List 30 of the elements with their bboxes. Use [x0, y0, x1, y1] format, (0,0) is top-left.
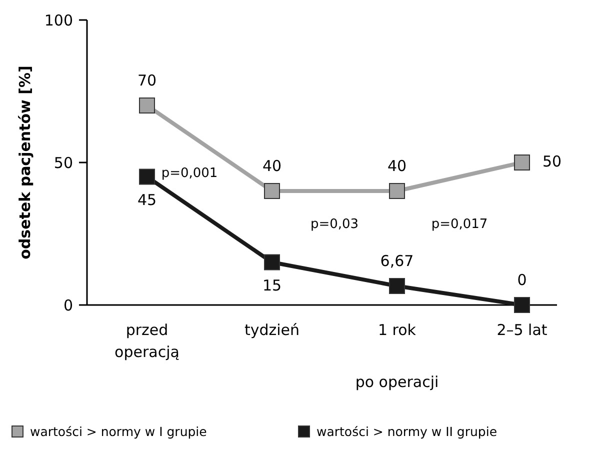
data-label: 40 — [387, 157, 407, 175]
legend-label: wartości > normy w I grupie — [30, 424, 208, 439]
point — [264, 183, 280, 199]
point — [264, 254, 280, 270]
point — [514, 297, 530, 313]
legend-label: wartości > normy w II grupie — [316, 424, 498, 439]
data-label: 0 — [517, 271, 527, 289]
point — [139, 98, 155, 114]
annotation: p=0,017 — [431, 217, 488, 232]
y-tick-label: 0 — [63, 296, 73, 314]
annotation: p=0,03 — [310, 217, 359, 232]
y-tick-label: 50 — [54, 154, 73, 172]
data-label: 15 — [262, 276, 282, 294]
data-label: 50 — [542, 152, 562, 170]
data-label: 6,67 — [380, 252, 414, 270]
data-label: 45 — [137, 190, 157, 209]
x-tick-label: 1 rok — [378, 321, 416, 339]
point — [389, 183, 405, 199]
data-label: 40 — [262, 157, 282, 175]
x-tick-label: przed operacją — [114, 321, 180, 361]
x-tick-label: tydzień — [244, 321, 300, 339]
x-tick-label: 2–5 lat — [496, 321, 548, 339]
point — [139, 168, 155, 185]
point — [389, 278, 405, 294]
x-axis-title: po operacji — [355, 373, 439, 391]
y-tick-label: 100 — [44, 11, 73, 30]
data-label: 70 — [137, 72, 157, 90]
y-axis-title: odsetek pacjentów [%] — [16, 66, 34, 260]
point — [514, 154, 530, 170]
annotation: p=0,001 — [161, 166, 218, 181]
